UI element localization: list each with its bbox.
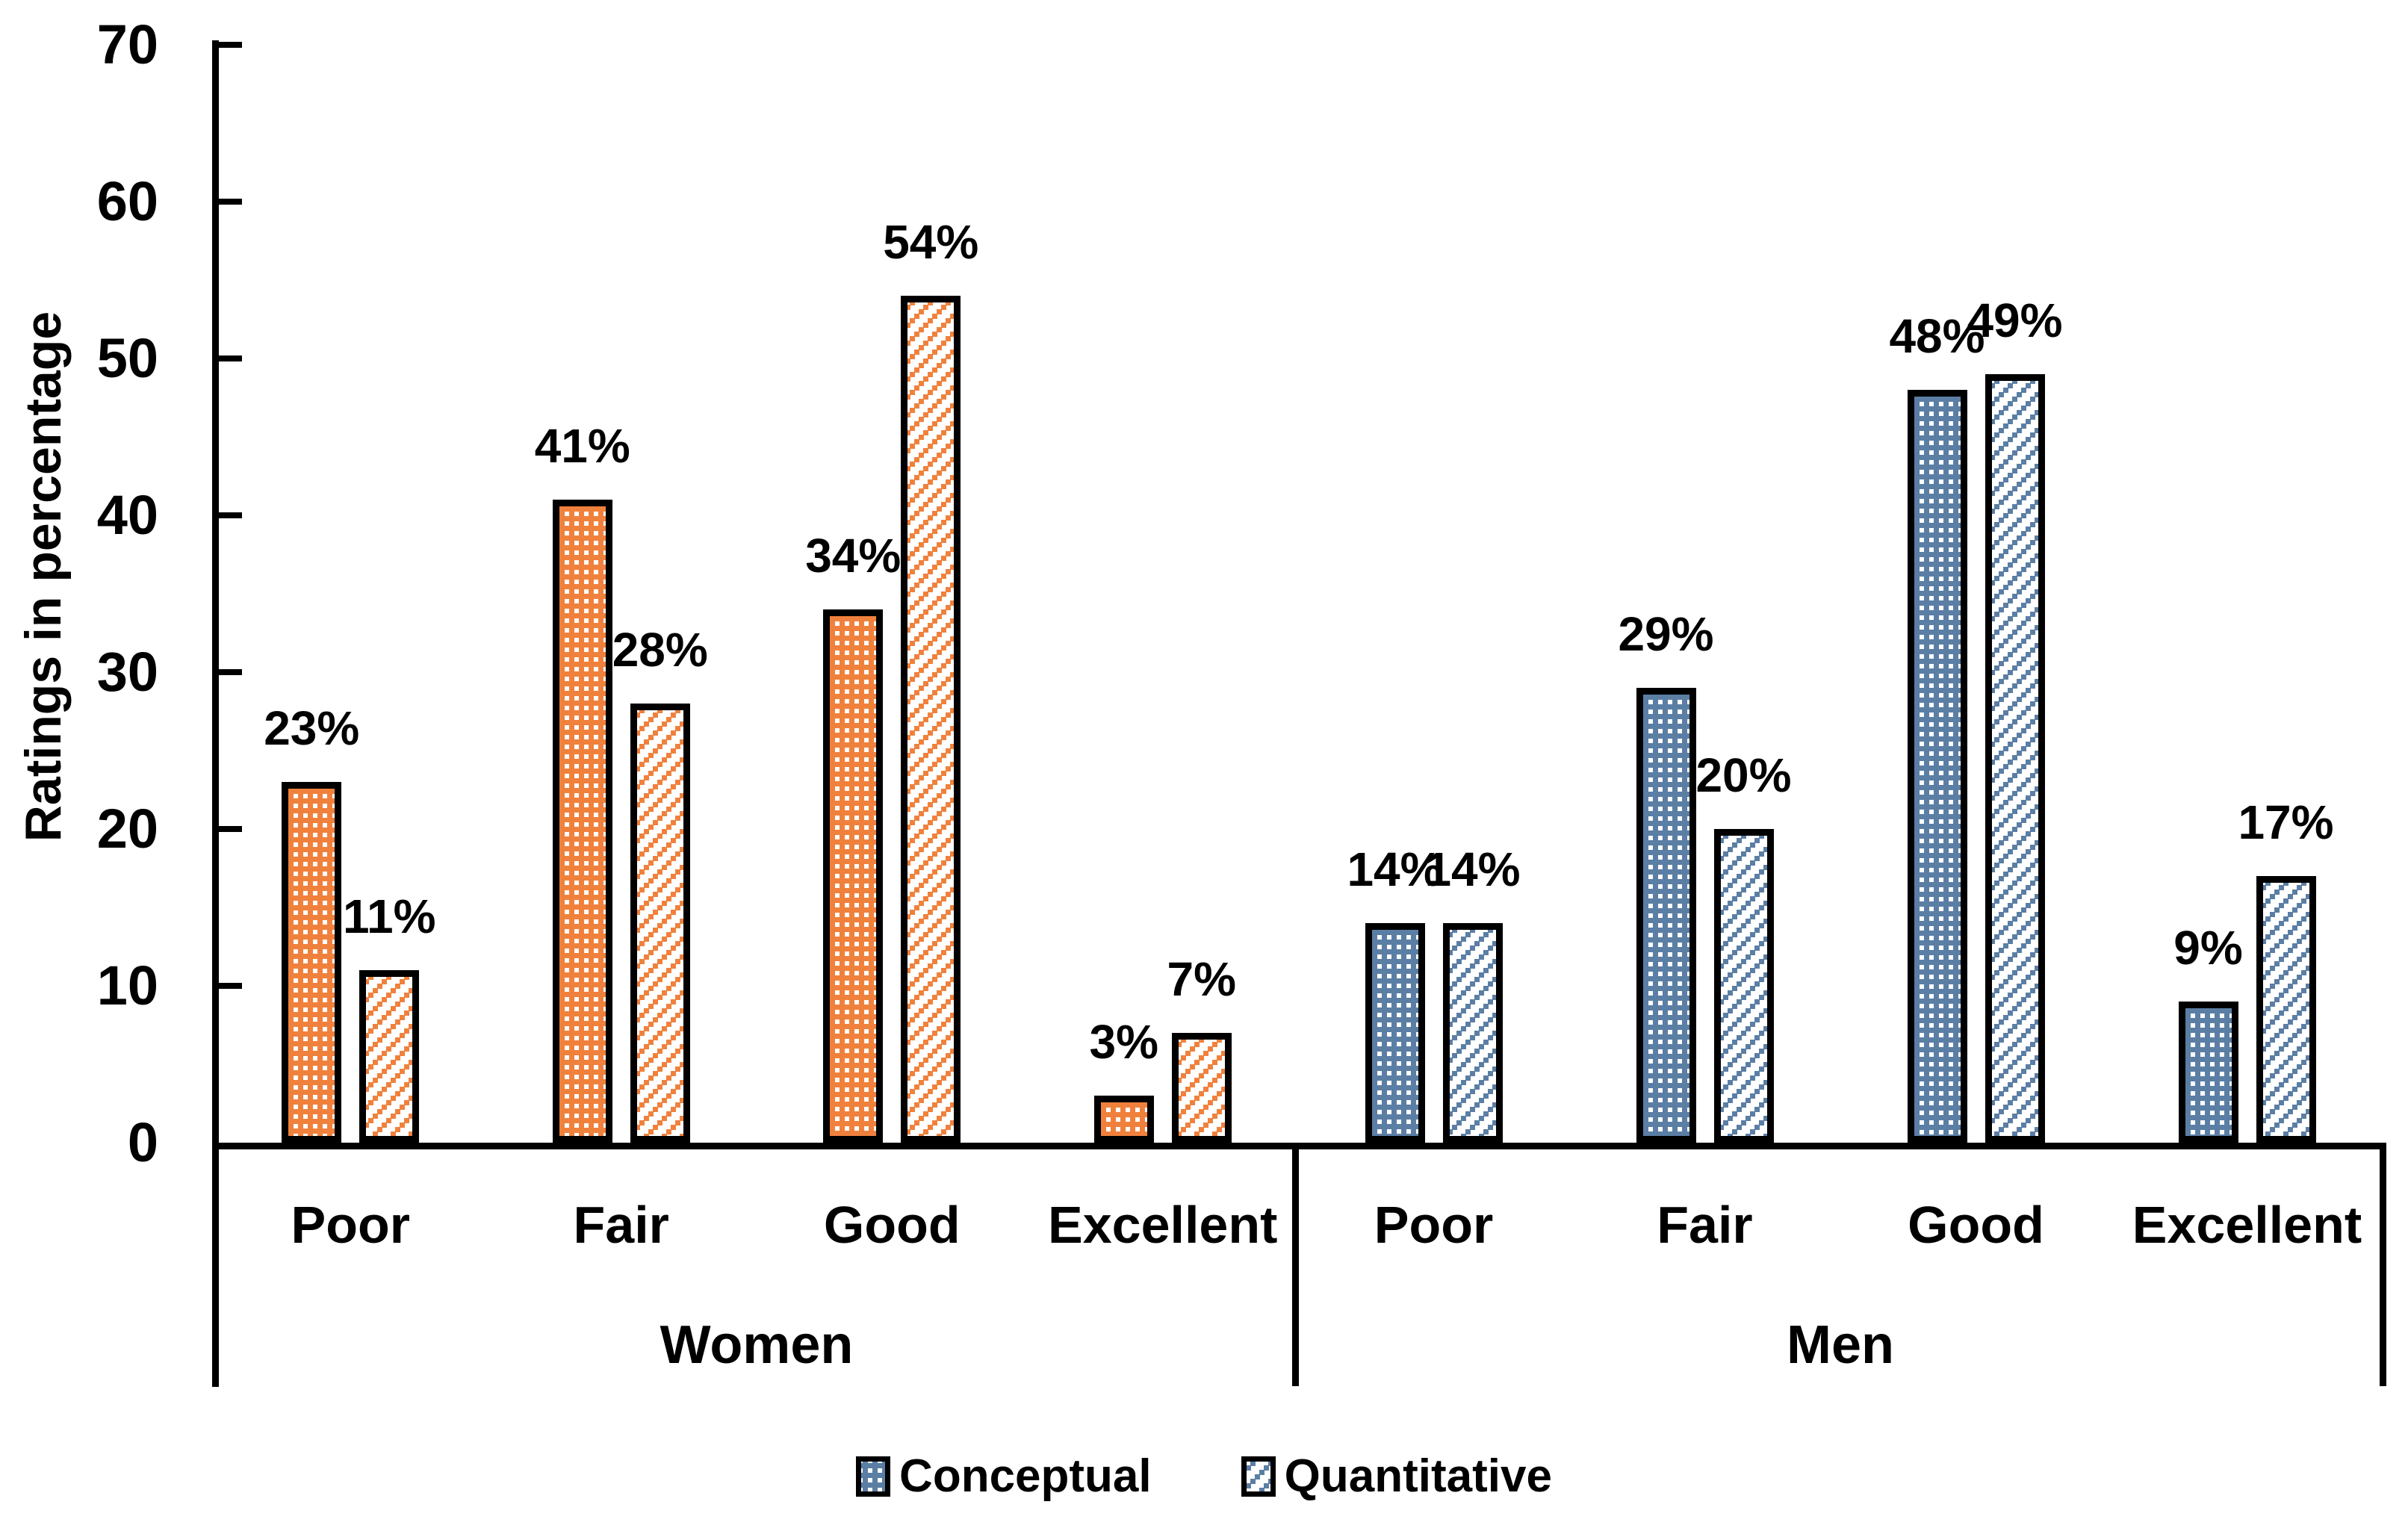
value-label-men-poor-conceptual: 14% xyxy=(1347,842,1443,896)
value-label-men-excellent-conceptual: 9% xyxy=(2173,921,2243,975)
y-tick-label-10: 10 xyxy=(96,954,158,1016)
value-label-men-excellent-quantitative: 17% xyxy=(2238,795,2334,849)
y-tick-label-30: 30 xyxy=(96,641,158,703)
bar-women-good-quantitative xyxy=(901,296,961,1143)
bar-men-fair-quantitative xyxy=(1713,829,1774,1143)
value-label-women-poor-conceptual: 23% xyxy=(264,701,360,755)
bar-men-excellent-quantitative xyxy=(2256,876,2316,1143)
bar-women-poor-conceptual xyxy=(282,782,342,1143)
y-tick-label-0: 0 xyxy=(127,1111,158,1173)
category-label-women-poor: Poor xyxy=(291,1196,410,1254)
value-label-men-fair-quantitative: 20% xyxy=(1695,748,1792,802)
bar-women-excellent-quantitative xyxy=(1171,1033,1232,1143)
value-label-men-good-conceptual: 48% xyxy=(1889,309,1985,363)
x-axis-line xyxy=(212,1143,2386,1149)
value-label-men-poor-quantitative: 14% xyxy=(1424,842,1521,896)
category-label-men-good: Good xyxy=(1908,1196,2044,1254)
category-label-women-good: Good xyxy=(823,1196,961,1254)
value-label-women-fair-conceptual: 41% xyxy=(534,419,630,473)
bar-women-fair-quantitative xyxy=(630,704,690,1143)
y-tick-label-60: 60 xyxy=(96,170,158,232)
bar-women-good-conceptual xyxy=(823,609,884,1143)
bar-men-poor-conceptual xyxy=(1365,923,1425,1143)
y-tick-label-70: 70 xyxy=(96,13,158,75)
legend-swatch-dotted-icon xyxy=(856,1456,891,1497)
y-axis-line xyxy=(212,40,219,1387)
value-label-women-excellent-quantitative: 7% xyxy=(1167,952,1237,1006)
value-label-men-good-quantitative: 49% xyxy=(1967,294,2063,347)
group-label-women: Women xyxy=(660,1315,854,1375)
legend: Conceptual Quantitative xyxy=(0,1435,2408,1518)
value-label-women-good-conceptual: 34% xyxy=(805,529,902,583)
group-label-men: Men xyxy=(1787,1315,1894,1375)
y-tick-50 xyxy=(217,355,242,361)
value-label-men-fair-conceptual: 29% xyxy=(1618,607,1714,661)
bar-women-poor-quantitative xyxy=(359,970,420,1143)
y-tick-label-40: 40 xyxy=(96,484,158,546)
y-tick-40 xyxy=(217,512,242,518)
bar-men-excellent-conceptual xyxy=(2178,1002,2238,1143)
value-label-women-fair-quantitative: 28% xyxy=(612,623,708,677)
bar-men-good-quantitative xyxy=(1985,374,2045,1143)
y-tick-70 xyxy=(217,42,242,48)
value-label-women-good-quantitative: 54% xyxy=(883,215,979,269)
category-label-women-excellent: Excellent xyxy=(1048,1196,1278,1254)
y-tick-label-50: 50 xyxy=(96,327,158,389)
legend-item-quantitative: Quantitative xyxy=(1241,1450,1552,1503)
y-tick-60 xyxy=(217,199,242,205)
y-tick-label-20: 20 xyxy=(96,798,158,860)
category-label-men-fair: Fair xyxy=(1657,1196,1753,1254)
category-label-men-excellent: Excellent xyxy=(2132,1196,2362,1254)
legend-swatch-diagonal-icon xyxy=(1241,1456,1276,1497)
bar-men-good-conceptual xyxy=(1907,390,1967,1143)
category-label-men-poor: Poor xyxy=(1374,1196,1494,1254)
legend-label-conceptual: Conceptual xyxy=(899,1450,1152,1502)
divider-right-edge xyxy=(2380,1146,2386,1386)
y-tick-30 xyxy=(217,669,242,675)
bar-men-fair-conceptual xyxy=(1636,688,1696,1143)
bar-women-fair-conceptual xyxy=(552,500,612,1143)
y-tick-20 xyxy=(217,826,242,832)
legend-item-conceptual: Conceptual xyxy=(856,1450,1152,1503)
divider-women-men xyxy=(1292,1146,1299,1386)
bar-women-excellent-conceptual xyxy=(1093,1096,1154,1143)
category-label-women-fair: Fair xyxy=(573,1196,669,1254)
y-tick-10 xyxy=(217,983,242,989)
value-label-women-poor-quantitative: 11% xyxy=(342,889,436,943)
bar-men-poor-quantitative xyxy=(1442,923,1503,1143)
value-label-women-excellent-conceptual: 3% xyxy=(1089,1015,1159,1069)
legend-label-quantitative: Quantitative xyxy=(1284,1450,1552,1502)
